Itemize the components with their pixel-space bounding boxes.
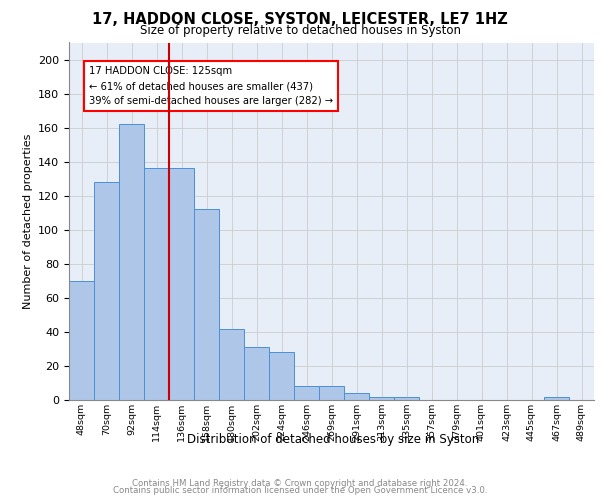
Bar [94,182,119,400]
Bar [544,396,569,400]
Text: 17, HADDON CLOSE, SYSTON, LEICESTER, LE7 1HZ: 17, HADDON CLOSE, SYSTON, LEICESTER, LE7… [92,12,508,28]
Bar [394,396,419,400]
Bar [169,168,194,400]
Bar [119,124,144,400]
Bar [219,328,244,400]
Bar [294,386,319,400]
Bar [144,168,169,400]
Text: Distribution of detached houses by size in Syston: Distribution of detached houses by size … [187,432,479,446]
Bar [244,347,269,400]
Bar [369,396,394,400]
Text: Contains public sector information licensed under the Open Government Licence v3: Contains public sector information licen… [113,486,487,495]
Text: Size of property relative to detached houses in Syston: Size of property relative to detached ho… [139,24,461,37]
Y-axis label: Number of detached properties: Number of detached properties [23,134,32,309]
Text: 17 HADDON CLOSE: 125sqm
← 61% of detached houses are smaller (437)
39% of semi-d: 17 HADDON CLOSE: 125sqm ← 61% of detache… [89,66,333,106]
Bar [344,393,369,400]
Bar [319,386,344,400]
Bar [69,281,94,400]
Text: Contains HM Land Registry data © Crown copyright and database right 2024.: Contains HM Land Registry data © Crown c… [132,478,468,488]
Bar [194,210,219,400]
Bar [269,352,294,400]
